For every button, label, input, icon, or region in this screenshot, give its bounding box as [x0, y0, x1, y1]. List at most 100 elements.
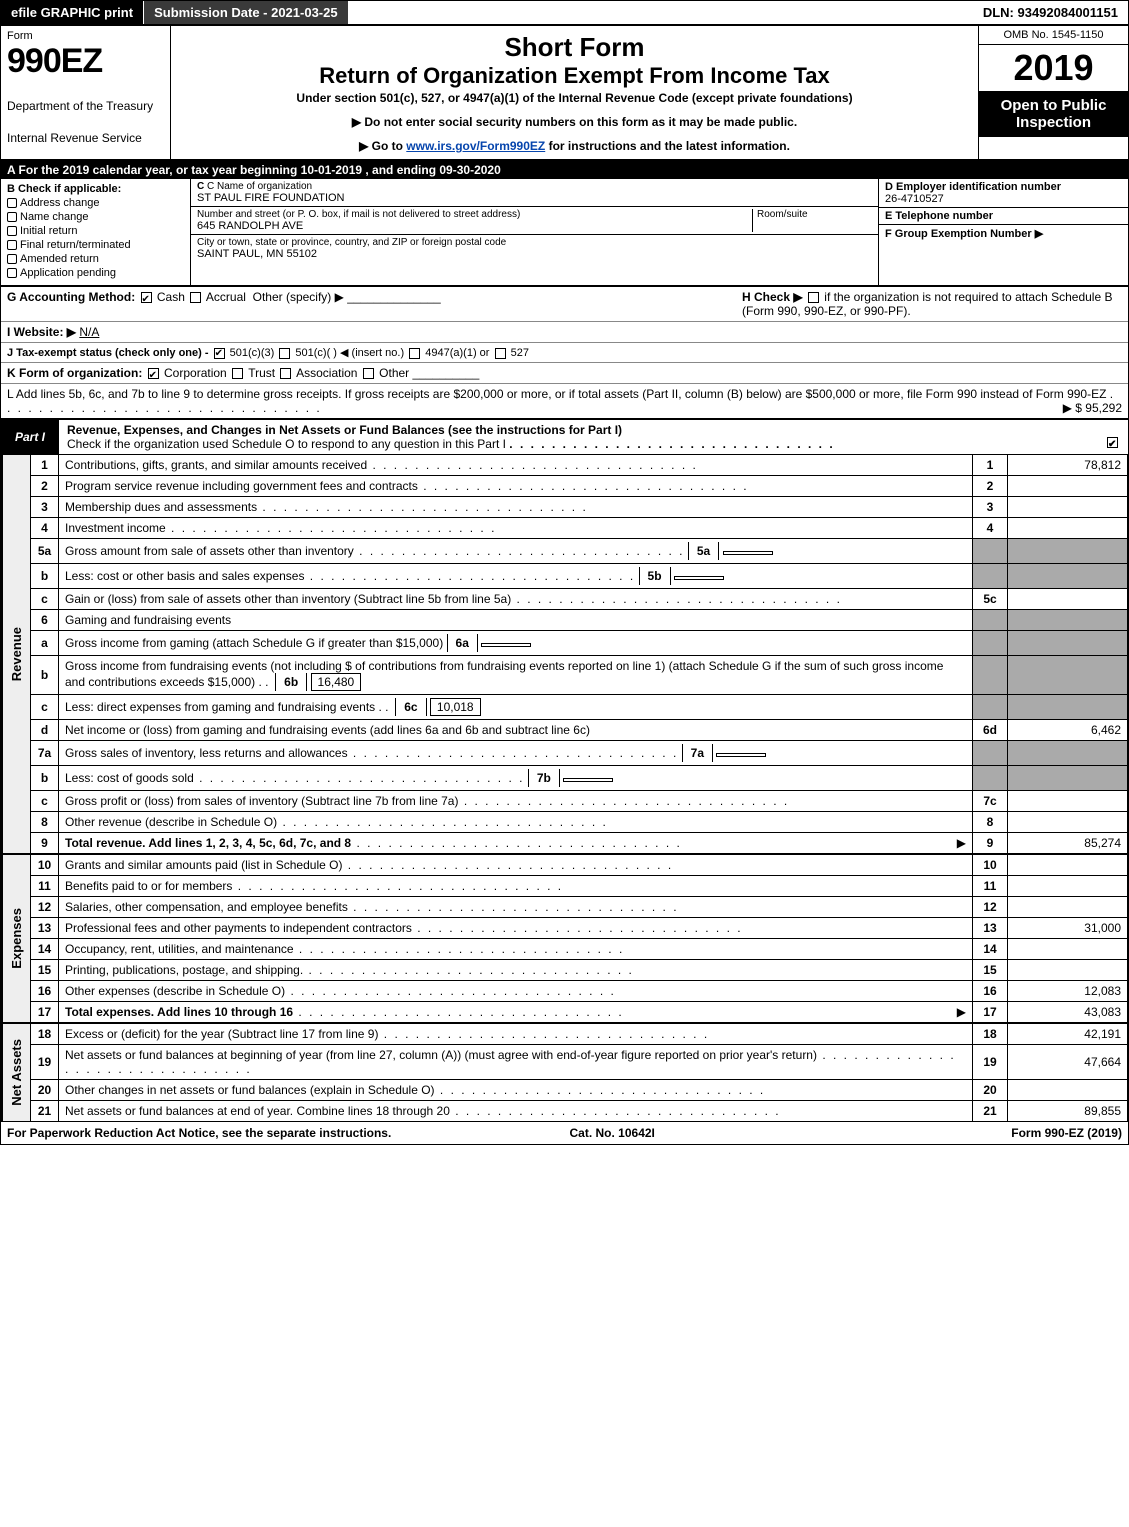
row-num: d — [31, 720, 59, 741]
form-page: efile GRAPHIC print Submission Date - 20… — [0, 0, 1129, 1145]
efile-print-button[interactable]: efile GRAPHIC print — [1, 1, 144, 24]
row-desc: Investment income — [59, 518, 973, 539]
chk-address-change[interactable] — [7, 198, 17, 208]
amount-shade — [1008, 695, 1128, 720]
website-label: I Website: ▶ — [7, 325, 76, 339]
table-row: 19Net assets or fund balances at beginni… — [2, 1045, 1128, 1080]
side-revenue: Revenue — [9, 627, 24, 681]
table-row: dNet income or (loss) from gaming and fu… — [2, 720, 1128, 741]
chk-trust[interactable] — [232, 368, 243, 379]
goto-suffix: for instructions and the latest informat… — [545, 139, 790, 153]
line-no: 15 — [973, 960, 1008, 981]
chk-initial-return[interactable] — [7, 226, 17, 236]
amount — [1008, 854, 1128, 876]
chk-association[interactable] — [280, 368, 291, 379]
row-num: 21 — [31, 1101, 59, 1122]
line-no: 9 — [973, 833, 1008, 855]
line-no: 4 — [973, 518, 1008, 539]
form-label: Form — [7, 30, 164, 42]
section-c: C C Name of organization ST PAUL FIRE FO… — [191, 179, 878, 285]
section-h-label: H Check ▶ — [742, 290, 803, 304]
row-num: 18 — [31, 1023, 59, 1045]
table-row: 20Other changes in net assets or fund ba… — [2, 1080, 1128, 1101]
row-num: 10 — [31, 854, 59, 876]
goto-prefix: ▶ Go to — [359, 139, 406, 153]
table-row: cGain or (loss) from sale of assets othe… — [2, 589, 1128, 610]
org-name-label-text: C Name of organization — [207, 181, 312, 192]
row-desc: Total revenue. Add lines 1, 2, 3, 4, 5c,… — [59, 833, 973, 855]
line-no-shade — [973, 656, 1008, 695]
section-l-text: L Add lines 5b, 6c, and 7b to line 9 to … — [7, 387, 1106, 401]
instructions-link[interactable]: www.irs.gov/Form990EZ — [406, 139, 545, 153]
chk-schedule-b[interactable] — [808, 292, 819, 303]
row-desc: Contributions, gifts, grants, and simila… — [59, 455, 973, 476]
chk-schedule-o[interactable] — [1107, 437, 1118, 448]
chk-501c3[interactable] — [214, 348, 225, 359]
line-no-shade — [973, 564, 1008, 589]
ssn-warning: ▶ Do not enter social security numbers o… — [179, 115, 970, 129]
section-j: J Tax-exempt status (check only one) - 5… — [1, 343, 1128, 363]
line-no: 11 — [973, 876, 1008, 897]
table-row: 15Printing, publications, postage, and s… — [2, 960, 1128, 981]
sub-amount: 16,480 — [311, 673, 362, 691]
line-no: 3 — [973, 497, 1008, 518]
sub-amount — [723, 551, 773, 555]
lbl-other-org: Other — [379, 366, 409, 380]
chk-other-org[interactable] — [363, 368, 374, 379]
chk-501c[interactable] — [279, 348, 290, 359]
amount-shade — [1008, 610, 1128, 631]
row-desc: Less: cost of goods sold 7b — [59, 766, 973, 791]
row-num: 9 — [31, 833, 59, 855]
sub-amount — [674, 576, 724, 580]
row-num: c — [31, 589, 59, 610]
org-name-label: C C Name of organization — [197, 181, 872, 192]
lbl-association: Association — [296, 366, 357, 380]
street-label: Number and street (or P. O. box, if mail… — [197, 209, 752, 220]
part-i-header: Part I Revenue, Expenses, and Changes in… — [1, 420, 1128, 454]
table-row: 17Total expenses. Add lines 10 through 1… — [2, 1002, 1128, 1024]
form-title-1: Short Form — [179, 32, 970, 63]
chk-amended-return[interactable] — [7, 254, 17, 264]
top-bar: efile GRAPHIC print Submission Date - 20… — [1, 1, 1128, 26]
chk-name-change[interactable] — [7, 212, 17, 222]
amount: 31,000 — [1008, 918, 1128, 939]
table-row: Net Assets 18Excess or (deficit) for the… — [2, 1023, 1128, 1045]
line-no-shade — [973, 610, 1008, 631]
row-desc: Membership dues and assessments — [59, 497, 973, 518]
chk-final-return[interactable] — [7, 240, 17, 250]
row-desc: Gross amount from sale of assets other t… — [59, 539, 973, 564]
chk-527[interactable] — [495, 348, 506, 359]
sub-amount — [716, 753, 766, 757]
table-row: 13Professional fees and other payments t… — [2, 918, 1128, 939]
part-i-table: Revenue 1Contributions, gifts, grants, a… — [1, 454, 1128, 1122]
line-no: 19 — [973, 1045, 1008, 1080]
amount — [1008, 897, 1128, 918]
amount: 43,083 — [1008, 1002, 1128, 1024]
table-row: 14Occupancy, rent, utilities, and mainte… — [2, 939, 1128, 960]
row-num: b — [31, 564, 59, 589]
chk-cash[interactable] — [141, 292, 152, 303]
row-desc: Other expenses (describe in Schedule O) — [59, 981, 973, 1002]
chk-4947[interactable] — [409, 348, 420, 359]
city-label: City or town, state or province, country… — [197, 237, 872, 248]
amount: 78,812 — [1008, 455, 1128, 476]
lbl-name-change: Name change — [20, 211, 89, 223]
row-num: 2 — [31, 476, 59, 497]
chk-corporation[interactable] — [148, 368, 159, 379]
row-num: 8 — [31, 812, 59, 833]
part-i-tab: Part I — [1, 425, 59, 449]
ein-label: D Employer identification number — [885, 181, 1122, 193]
row-desc: Salaries, other compensation, and employ… — [59, 897, 973, 918]
row-num: 19 — [31, 1045, 59, 1080]
chk-accrual[interactable] — [190, 292, 201, 303]
table-row: 2Program service revenue including gover… — [2, 476, 1128, 497]
sub-line-no: 5b — [639, 567, 671, 585]
amount-shade — [1008, 741, 1128, 766]
form-number: 990EZ — [7, 42, 164, 81]
row-num: b — [31, 766, 59, 791]
lbl-initial-return: Initial return — [20, 225, 77, 237]
amount — [1008, 518, 1128, 539]
footer-right: Form 990-EZ (2019) — [1011, 1126, 1122, 1140]
chk-application-pending[interactable] — [7, 268, 17, 278]
lbl-final-return: Final return/terminated — [20, 239, 131, 251]
